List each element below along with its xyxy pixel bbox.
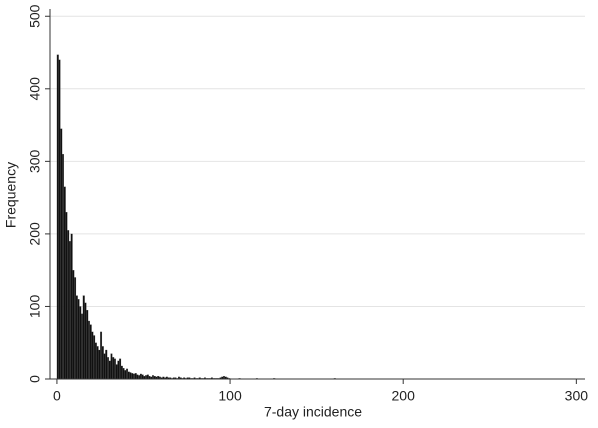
bar [131,373,134,380]
x-tick-label: 300 [565,388,589,404]
bar [133,373,135,380]
x-tick-label: 100 [218,388,242,404]
bar [129,372,132,380]
bar [120,365,123,380]
bar [113,358,116,380]
bar [94,342,97,380]
bar [108,360,111,380]
bar [93,335,96,380]
bar [119,358,122,380]
bar [91,331,94,380]
bar [96,346,99,380]
bar [107,357,109,380]
bar [112,357,115,380]
bar [89,324,92,380]
bar [100,331,103,380]
bar [145,375,148,380]
bar [141,374,144,380]
bar [67,230,70,380]
bar [81,313,83,380]
bar [146,374,149,380]
bar [139,373,142,380]
bar [68,241,71,380]
bar [60,128,63,380]
bar [56,54,59,380]
bar [124,370,127,380]
bar [98,349,101,380]
bar [105,349,108,380]
bar [122,368,125,380]
bar [77,299,80,380]
bar [101,346,104,380]
bar [79,306,82,380]
y-tick-label: 300 [27,149,43,173]
y-tick-label: 0 [27,375,43,383]
bar [84,302,87,380]
bar [58,59,61,380]
bar [115,364,118,380]
y-tick-label: 100 [27,295,43,319]
x-tick-label: 0 [53,388,61,404]
bar [152,375,154,380]
y-tick-label: 400 [27,77,43,101]
bar [65,212,68,380]
bar [63,186,66,380]
x-tick-label: 200 [392,388,416,404]
x-axis-label: 7-day incidence [264,404,362,420]
y-tick-label: 500 [27,4,43,28]
bar [87,320,90,380]
y-tick-label: 200 [27,222,43,246]
bar [72,270,75,380]
bar [134,373,137,380]
bar [75,295,78,380]
y-axis-label: Frequency [3,162,19,228]
bar [103,353,106,380]
bar [110,353,113,380]
bar [136,374,139,380]
bar [126,368,129,380]
bar [117,360,120,380]
bar [86,309,89,380]
bar [82,295,85,380]
bar [138,375,141,380]
bar [62,153,64,380]
bar [127,371,130,380]
bar [70,233,73,380]
bar [74,277,77,380]
